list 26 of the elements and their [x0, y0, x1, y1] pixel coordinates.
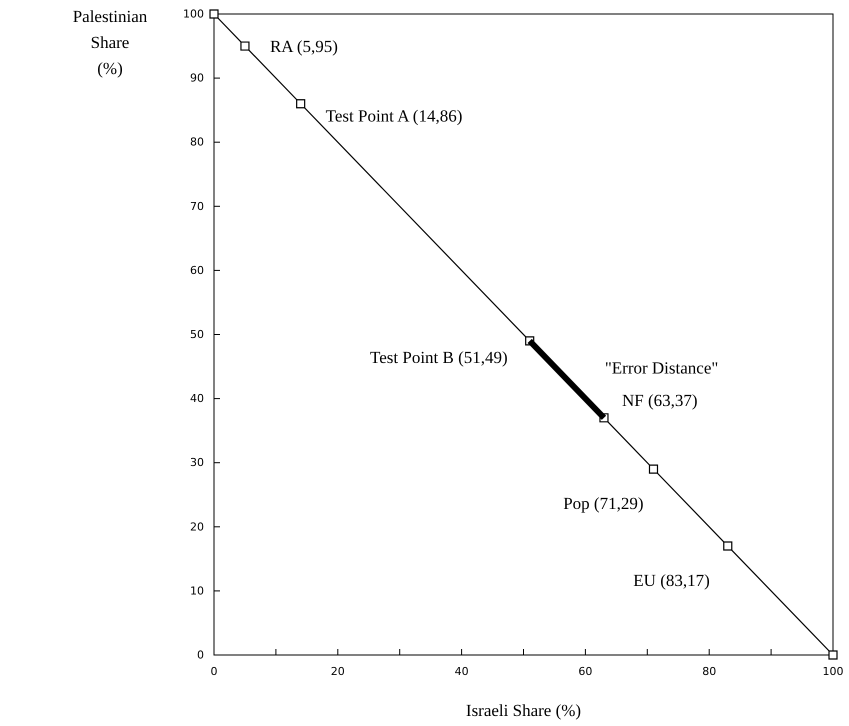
annotation: Test Point A (14,86)	[326, 106, 462, 126]
annotation: Test Point B (51,49)	[370, 348, 508, 367]
annotation: NF (63,37)	[622, 390, 698, 410]
x-axis-title: Israeli Share (%)	[466, 701, 582, 720]
y-tick-label: 40	[190, 392, 204, 406]
y-tick-label: 10	[190, 584, 204, 598]
y-axis-title: Palestinian Share (%)	[72, 7, 148, 78]
y-tick-label: 60	[190, 264, 204, 277]
y-tick-label: 30	[190, 456, 204, 470]
y-tick-label: 90	[190, 72, 204, 85]
y-tick-label: 50	[190, 328, 204, 342]
annotation: "Error Distance"	[604, 358, 718, 378]
y-tick-label: 20	[190, 520, 204, 534]
annotation: EU (83,17)	[633, 571, 710, 590]
x-tick-label: 60	[578, 664, 592, 678]
y-tick-label: 100	[183, 8, 204, 21]
x-tick-label: 20	[330, 664, 345, 678]
x-tick-label: 80	[702, 664, 716, 678]
y-tick-label: 70	[190, 200, 204, 213]
x-tick-label: 100	[822, 664, 844, 678]
x-tick-label: 40	[454, 664, 469, 678]
x-tick-label: 0	[210, 664, 218, 678]
y-tick-label: 80	[190, 136, 204, 149]
annotation: Pop (71,29)	[563, 494, 644, 514]
y-tick-label: 0	[197, 648, 204, 662]
annotation: RA (5,95)	[270, 37, 338, 56]
